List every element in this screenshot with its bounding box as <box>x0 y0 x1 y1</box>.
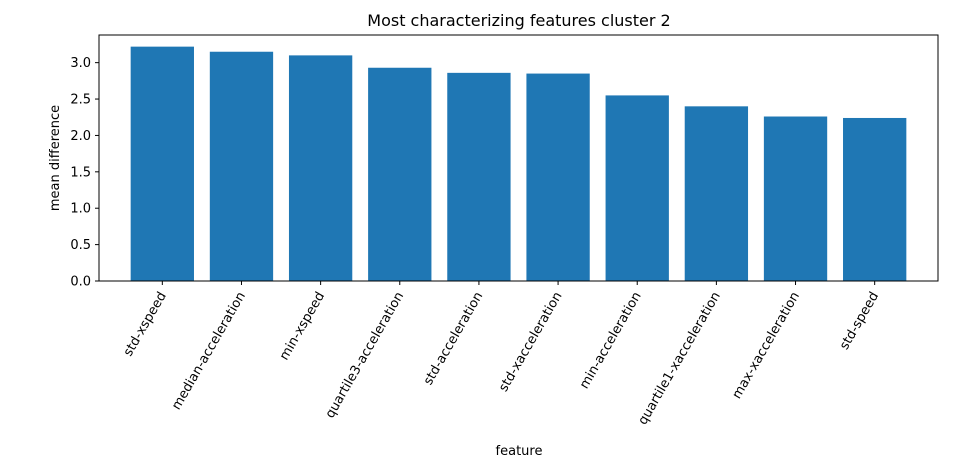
y-axis: 0.0 0.5 1.0 1.5 2.0 2.5 3.0 <box>70 56 99 290</box>
bar-min-xspeed <box>288 55 353 281</box>
bar-std-xacceleration <box>526 73 590 281</box>
y-tick-label: 2.5 <box>70 93 91 108</box>
bar-median-acceleration <box>209 51 274 281</box>
bars-group <box>130 46 907 281</box>
bar-std-xspeed <box>130 46 194 281</box>
x-axis-label: feature <box>496 444 543 459</box>
y-tick-label: 0.5 <box>70 238 91 253</box>
bar-std-acceleration <box>447 72 511 281</box>
y-tick-label: 1.0 <box>70 202 91 217</box>
chart-title: Most characterizing features cluster 2 <box>367 11 670 30</box>
plot-frame <box>98 34 939 282</box>
bar-std-speed <box>843 117 907 281</box>
y-tick-label: 0.0 <box>70 275 91 290</box>
y-tick-label: 2.0 <box>70 129 91 144</box>
bar-max-xacceleration <box>763 116 828 281</box>
bar-quartile3-acceleration <box>368 67 432 281</box>
y-tick-label: 3.0 <box>70 56 91 71</box>
y-axis-label: mean difference <box>48 105 63 211</box>
bar-min-acceleration <box>605 95 669 281</box>
y-tick-label: 1.5 <box>70 165 91 180</box>
bar-quartile1-xacceleration <box>684 106 749 281</box>
